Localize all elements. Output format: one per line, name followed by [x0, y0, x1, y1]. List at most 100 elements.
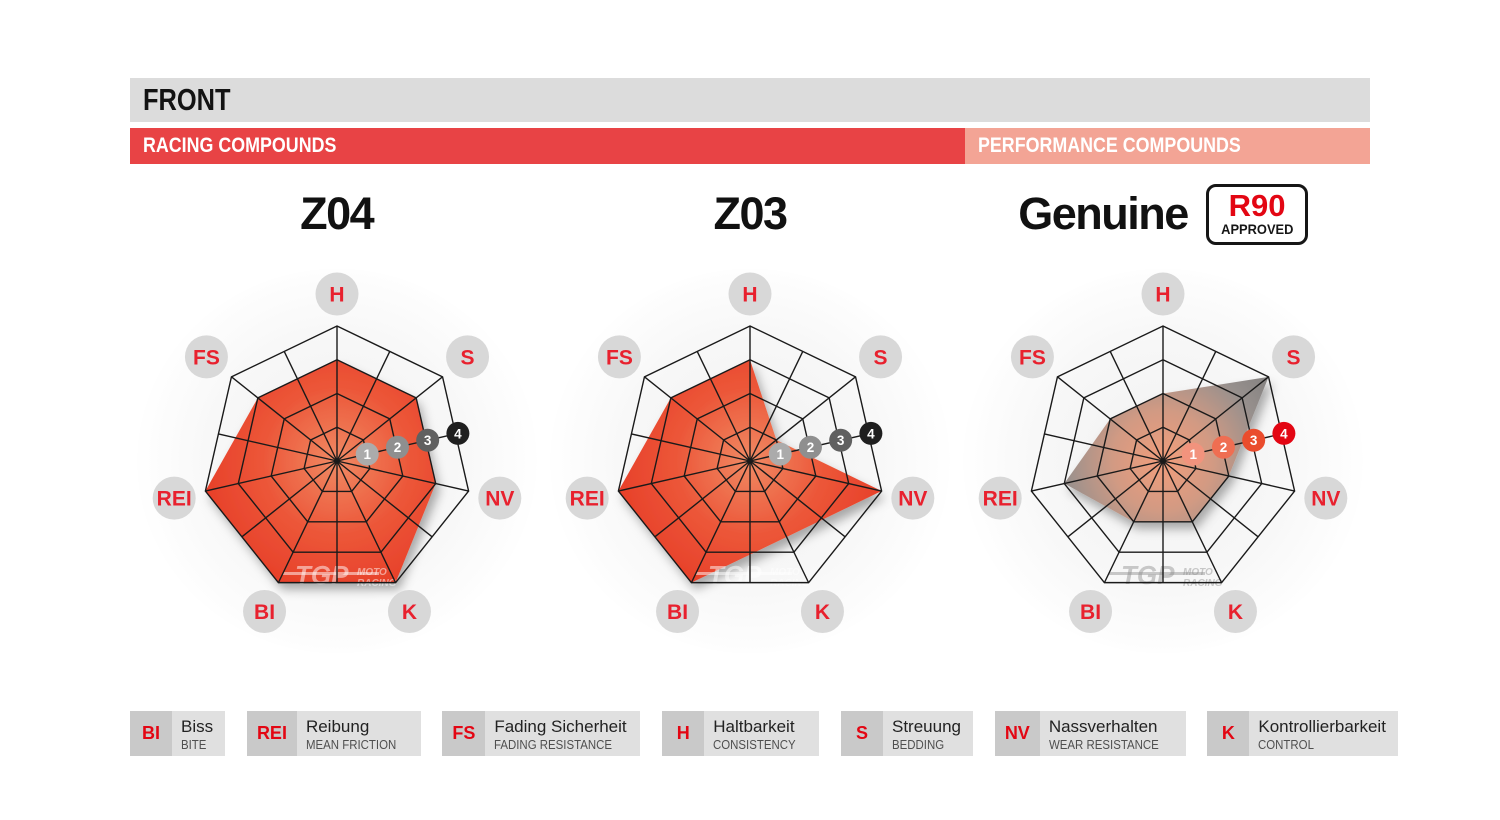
watermark-swoosh: [282, 572, 379, 575]
watermark-logo-text: TGP: [295, 560, 349, 590]
watermark-moto-text: MOTO: [770, 567, 800, 578]
racing-compounds-label: RACING COMPOUNDS: [143, 134, 337, 157]
scale-tick-label-2: 2: [393, 440, 401, 455]
legend-term: Haltbarkeit CONSISTENCY: [704, 711, 820, 756]
radar-polygon-genuine: [1064, 376, 1269, 522]
grid-spoke-fs: [1057, 376, 1164, 462]
chart-title-row-z04: Z04: [300, 164, 375, 264]
scale-tick-label-4: 4: [1280, 426, 1288, 441]
grid-spoke-fs: [644, 376, 751, 462]
axis-label-s: S: [1287, 346, 1301, 369]
axis-label-nv: NV: [898, 488, 927, 511]
grid-spoke-k: [336, 460, 396, 583]
performance-compounds-label: PERFORMANCE COMPOUNDS: [978, 134, 1241, 157]
legend-term-german: Reibung: [305, 717, 370, 736]
racing-compounds-band: RACING COMPOUNDS: [130, 128, 965, 164]
watermark-racing-text: RACING: [1183, 578, 1223, 589]
axis-label-k: K: [815, 601, 830, 624]
axis-label-circle-k: [800, 589, 844, 633]
legend-item-k: K Kontrollierbarkeit CONTROL: [1207, 711, 1398, 756]
grid-mid-spoke: [696, 351, 751, 462]
grid-mid-spoke: [283, 351, 338, 462]
grid-mid-spoke: [749, 460, 846, 538]
grid-spoke-nv: [1163, 460, 1296, 492]
legend-term-german: Nassverhalten: [1048, 717, 1158, 736]
axis-label-circle-rei: [979, 476, 1023, 520]
scale-tick-circle-1: [1182, 442, 1206, 466]
axis-label-circle-fs: [184, 335, 228, 379]
radar-chart-z03: TGP MOTO RACING 1 2 3 4 H S NV K BI REI FS: [538, 264, 962, 668]
axis-label-circle-rei: [152, 476, 196, 520]
grid-spoke-bi: [277, 460, 338, 583]
axis-label-s: S: [874, 346, 888, 369]
legend-term-english: BEDDING: [892, 737, 945, 752]
axis-label-circle-h: [728, 272, 772, 316]
chart-title-row-genuine: Genuine R90 APPROVED: [1018, 164, 1309, 264]
axis-label-circle-s: [445, 335, 489, 379]
grid-mid-spoke: [241, 460, 338, 538]
grid-spoke-fs: [230, 376, 338, 462]
watermark-swoosh: [696, 572, 792, 575]
legend-abbr-s: S: [841, 711, 883, 756]
axis-label-rei: REI: [570, 488, 605, 511]
radar-grid: [204, 325, 470, 584]
watermark-moto-text: MOTO: [1183, 567, 1213, 578]
scale-tick-label-3: 3: [837, 433, 845, 448]
legend-term: Fading Sicherheit FADING RESISTANCE: [485, 711, 641, 756]
legend-term-german: Streuung: [892, 717, 961, 736]
grid-spoke-rei: [204, 460, 337, 492]
legend-item-bi: BI Biss BITE: [130, 711, 226, 756]
scale-tick-circle-2: [385, 435, 409, 459]
scale-tick-circle-2: [798, 435, 822, 459]
legend-term: Nassverhalten WEAR RESISTANCE: [1039, 711, 1186, 756]
front-section-header: FRONT: [130, 78, 1370, 122]
performance-compounds-band: PERFORMANCE COMPOUNDS: [965, 128, 1370, 164]
chart-title-z04: Z04: [300, 188, 375, 239]
legend-abbr-fs: FS: [442, 711, 486, 756]
watermark-logo-text: TGP: [708, 560, 762, 590]
scale-tick-circle-3: [1242, 428, 1266, 452]
axis-label-circle-nv: [891, 476, 935, 520]
axis-label-circle-h: [1141, 272, 1185, 316]
grid-mid-spoke: [217, 433, 337, 462]
axis-label-circle-nv: [1304, 476, 1348, 520]
axis-label-rei: REI: [983, 488, 1018, 511]
axis-label-circle-bi: [242, 589, 286, 633]
scale-tick-circle-4: [446, 421, 470, 445]
axis-label-bi: BI: [1080, 601, 1101, 624]
scale-tick-label-4: 4: [867, 426, 875, 441]
legend-abbr-nv: NV: [994, 711, 1040, 756]
scale-tick-label-1: 1: [776, 447, 784, 462]
axis-label-h: H: [742, 284, 757, 307]
legend-term-german: Biss: [181, 717, 214, 736]
scale-tick-circle-2: [1212, 435, 1236, 459]
scale-tick-label-4: 4: [454, 426, 462, 441]
grid-spoke-bi: [690, 460, 751, 583]
axis-label-circle-fs: [597, 335, 641, 379]
grid-mid-spoke: [1109, 351, 1164, 462]
grid-spoke-k: [1162, 460, 1223, 583]
scale-tick-circle-3: [415, 428, 439, 452]
chart-title-genuine: Genuine: [1018, 188, 1189, 239]
axis-label-bi: BI: [254, 601, 275, 624]
front-title: FRONT: [143, 82, 231, 117]
r90-badge-text: R90: [1228, 187, 1286, 223]
grid-mid-spoke: [1162, 351, 1217, 462]
scale-tick-circle-1: [768, 442, 792, 466]
legend-item-nv: NV Nassverhalten WEAR RESISTANCE: [994, 711, 1186, 756]
axis-label-bi: BI: [667, 601, 688, 624]
grid-spoke-rei: [618, 460, 751, 492]
watermark-logo-text: TGP: [1121, 560, 1175, 590]
axis-label-nv: NV: [1312, 488, 1341, 511]
watermark-swoosh: [1109, 572, 1206, 575]
axis-label-rei: REI: [156, 488, 191, 511]
axis-label-fs: FS: [1019, 346, 1046, 369]
grid-mid-spoke: [1067, 460, 1164, 538]
chart-column-z04: Z04 TGP MOTO RACING 1 2 3 4 H S NV K BI REI FS: [130, 164, 543, 668]
scale-tick-label-1: 1: [1190, 447, 1198, 462]
scale-tick-circle-3: [829, 428, 853, 452]
